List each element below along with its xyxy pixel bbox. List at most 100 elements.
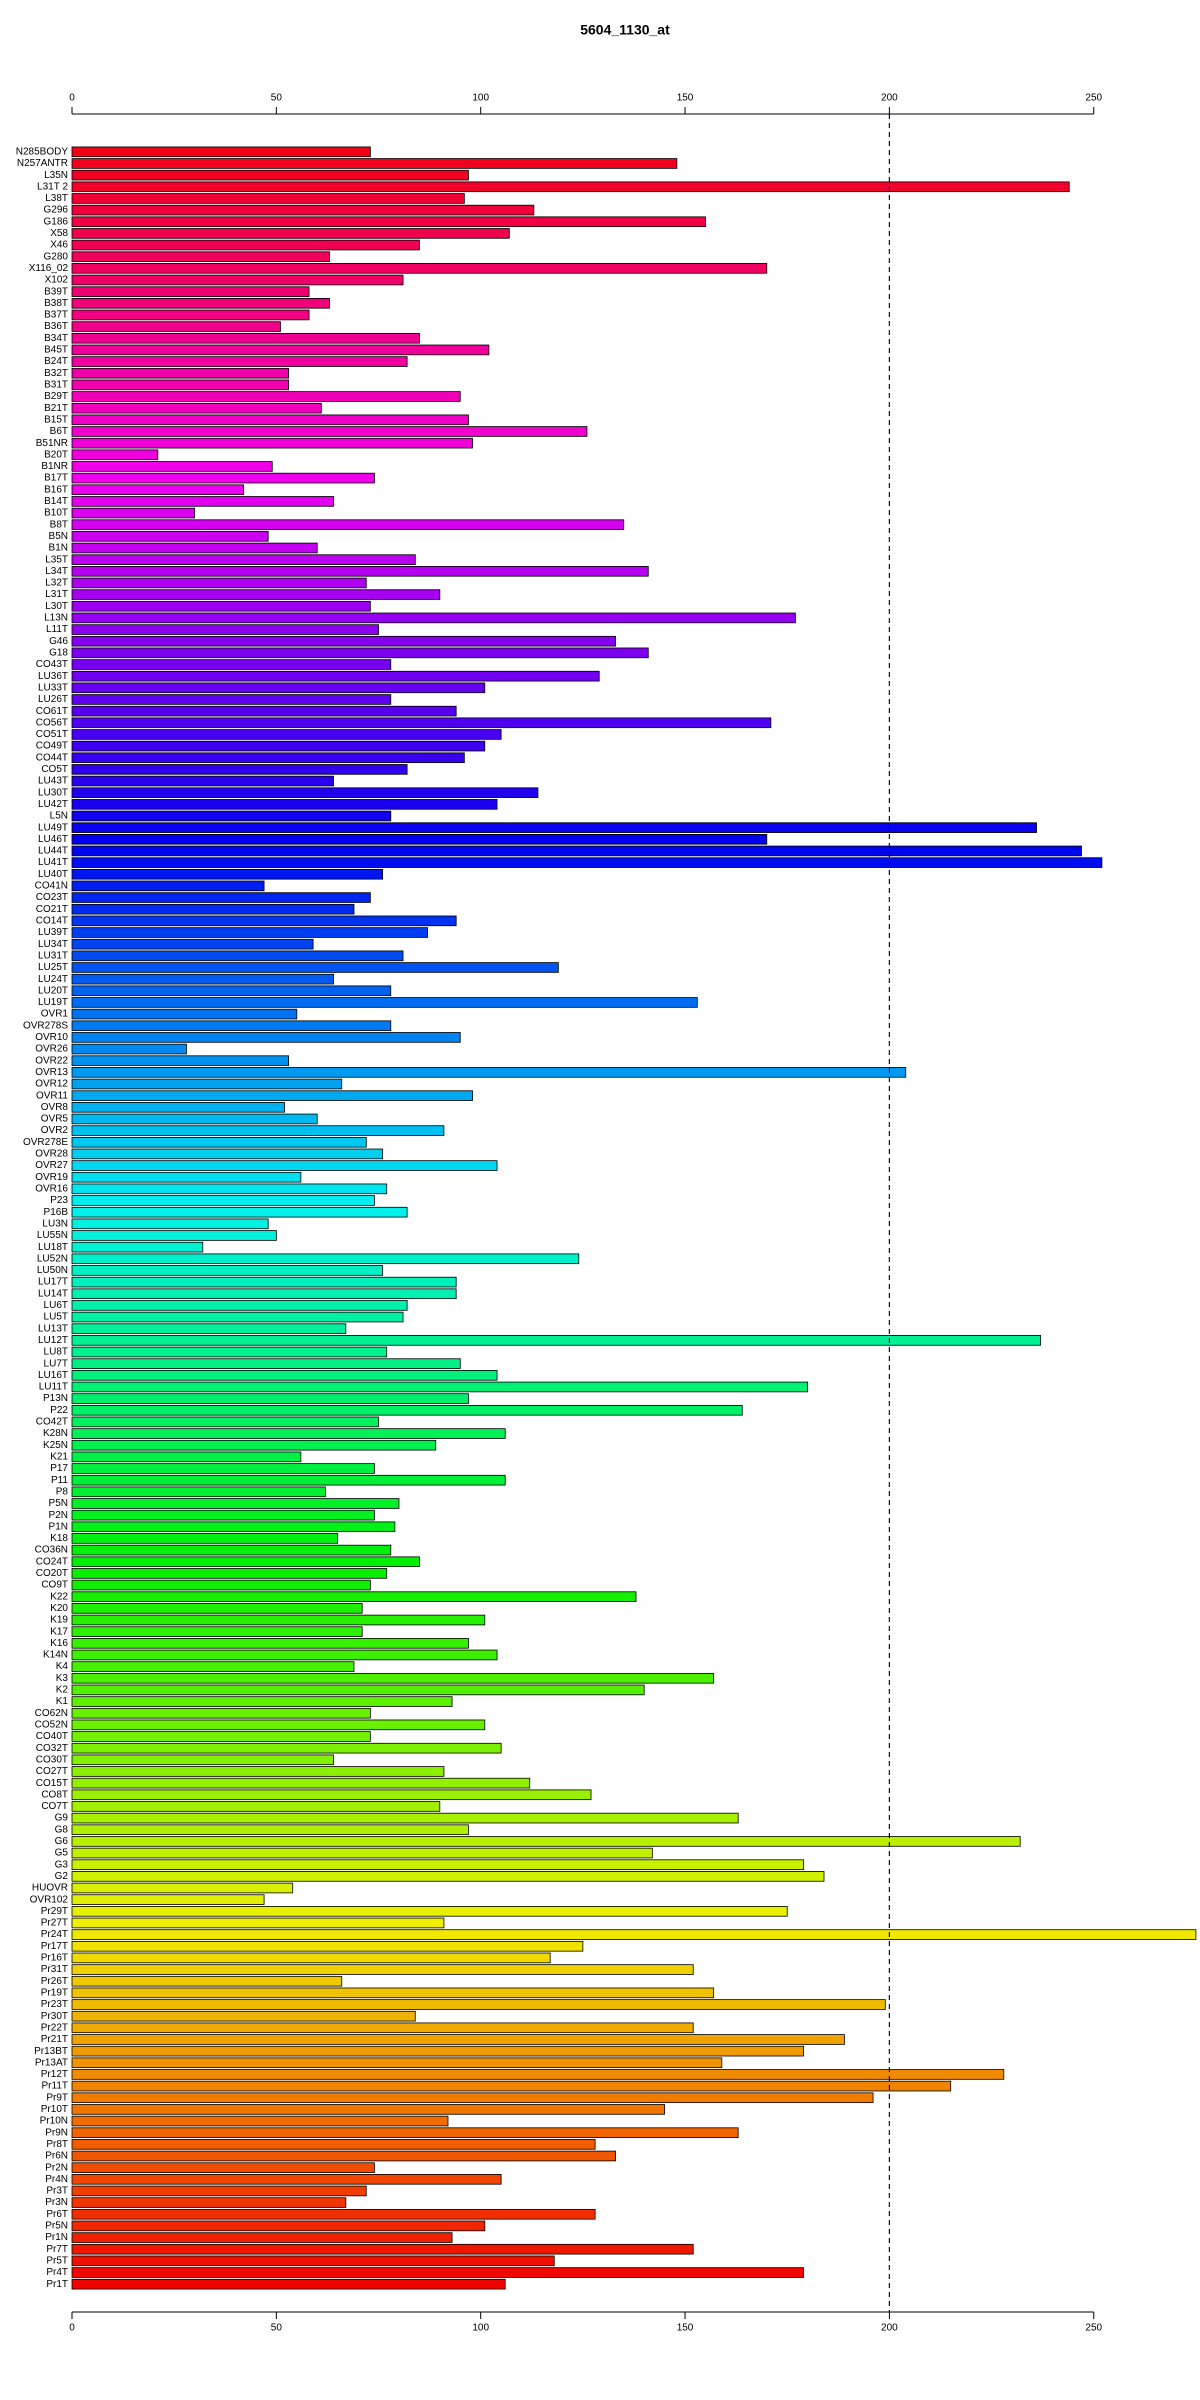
bar (71, 1975, 343, 1987)
bar (71, 752, 465, 764)
y-tick-label: B37T (44, 310, 68, 321)
bar (71, 2162, 375, 2173)
bar (71, 729, 502, 740)
bar (71, 1416, 379, 1428)
y-tick-label: B17T (44, 473, 68, 484)
y-tick-label: OVR28 (35, 1149, 68, 1160)
y-tick-label: G2 (55, 1871, 69, 1882)
bar (71, 985, 392, 997)
x-tick-label: 200 (881, 2323, 898, 2334)
y-tick-label: CO9T (41, 1580, 68, 1591)
y-tick-label: Pr1T (46, 2279, 68, 2290)
bar (71, 577, 367, 589)
y-tick-label: CO27T (36, 1766, 68, 1777)
bar (71, 1661, 355, 1672)
y-tick-label: K22 (50, 1591, 68, 1602)
bar (71, 2185, 367, 2197)
bar (71, 1789, 592, 1801)
bar (71, 1568, 388, 1579)
bar (71, 1102, 285, 1113)
y-tick-label: OVR12 (35, 1079, 68, 1090)
bar (71, 1836, 1021, 1847)
bar (71, 624, 379, 635)
bar (71, 1323, 347, 1334)
y-tick-label: B21T (44, 403, 68, 414)
bar (71, 391, 461, 402)
y-tick-label: LU19T (38, 997, 68, 1008)
bar (71, 402, 322, 414)
y-tick-label: Pr29T (41, 1906, 68, 1917)
y-tick-label: K3 (56, 1673, 69, 1684)
bar (71, 519, 625, 530)
y-tick-label: G3 (55, 1859, 69, 1870)
y-tick-label: CO14T (36, 916, 68, 927)
bar (71, 367, 290, 379)
bar (71, 321, 281, 332)
bar (71, 717, 772, 729)
bar (71, 600, 371, 612)
y-tick-label: B20T (44, 449, 68, 460)
bar (71, 892, 371, 903)
bar (71, 274, 404, 286)
y-tick-label: CO15T (36, 1778, 68, 1789)
y-tick-label: OVR16 (35, 1184, 68, 1195)
y-tick-label: K20 (50, 1603, 68, 1614)
bar (71, 973, 334, 985)
bar (71, 2092, 874, 2104)
y-tick-label: LU20T (38, 985, 68, 996)
bar (71, 1871, 825, 1882)
bar (71, 589, 441, 600)
bar (71, 2197, 347, 2208)
bar (71, 1754, 334, 1766)
bar (71, 1020, 392, 1032)
bar (71, 1929, 1197, 1940)
bar (71, 2022, 694, 2034)
y-tick-label: L31T (45, 589, 68, 600)
y-tick-label: CO20T (36, 1568, 68, 1579)
y-tick-label: G46 (49, 636, 68, 647)
y-tick-label: L31T 2 (37, 181, 68, 192)
y-tick-label: G296 (44, 205, 69, 216)
bar (71, 169, 469, 181)
x-tick-label: 150 (677, 2323, 694, 2334)
bar (71, 1742, 502, 1754)
bar (71, 1707, 371, 1719)
bar (71, 507, 196, 519)
bar (71, 263, 768, 274)
bar (71, 2174, 502, 2185)
y-tick-label: CO61T (36, 706, 68, 717)
bar (71, 1952, 551, 1964)
y-tick-label: LU26T (38, 694, 68, 705)
bar (71, 705, 457, 717)
bar (71, 1288, 457, 1300)
x-tick-label: 50 (271, 2323, 283, 2334)
bar (71, 635, 616, 647)
y-tick-label: B5N (49, 531, 68, 542)
y-tick-label: LU34T (38, 939, 68, 950)
bar (71, 2278, 506, 2290)
bar (71, 1090, 473, 1101)
bar (71, 461, 273, 472)
y-tick-label: B10T (44, 508, 68, 519)
bar (71, 950, 404, 962)
bar (71, 228, 510, 239)
y-tick-label: LU6T (44, 1300, 68, 1311)
y-tick-label: B38T (44, 298, 68, 309)
y-tick-label: B39T (44, 286, 68, 297)
y-tick-label: P23 (50, 1195, 68, 1206)
y-tick-label: G18 (49, 648, 68, 659)
bar (71, 1346, 388, 1358)
y-tick-label: L35T (45, 554, 68, 565)
x-tick-label: 100 (472, 93, 489, 104)
bar (71, 1078, 343, 1090)
bar (71, 2127, 739, 2138)
bar (71, 531, 269, 542)
bar (71, 1940, 584, 1952)
bar (71, 2057, 723, 2069)
bar (71, 1544, 392, 1556)
y-tick-label: OVR27 (35, 1160, 68, 1171)
bar (71, 2232, 453, 2243)
y-tick-label: B1NR (41, 461, 68, 472)
bar (71, 1638, 469, 1649)
